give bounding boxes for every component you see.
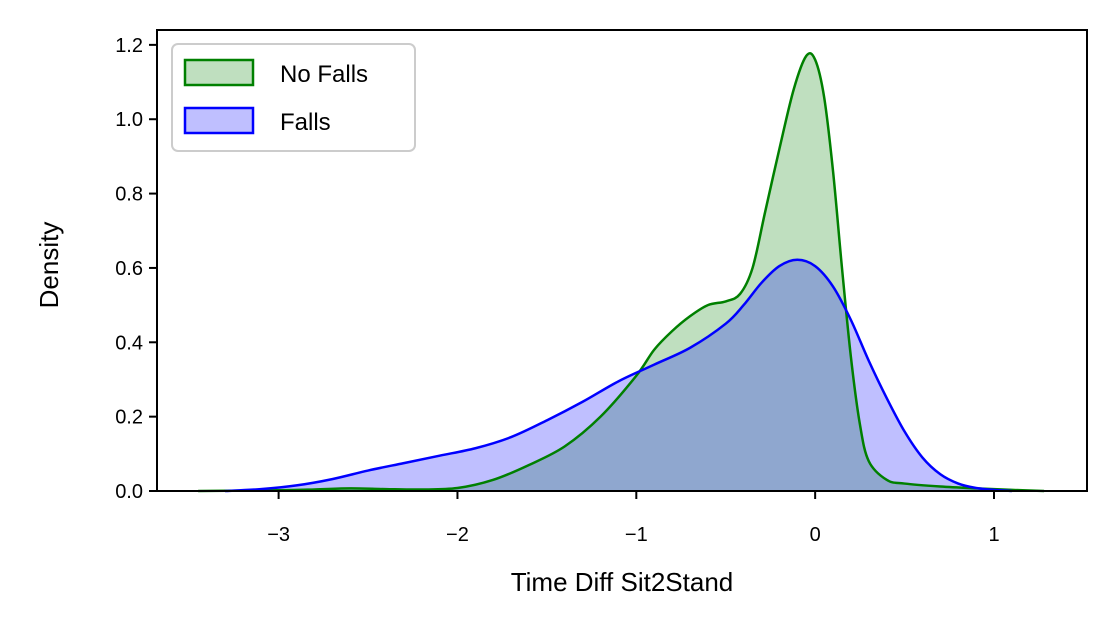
x-tick-label: 1 bbox=[988, 524, 999, 546]
plot-frame bbox=[156, 29, 1088, 492]
legend-swatch-no-falls bbox=[183, 58, 255, 87]
y-tick-label: 0.4 bbox=[115, 332, 143, 354]
x-tick-label: −3 bbox=[267, 524, 290, 546]
y-tick-label: 1.2 bbox=[115, 35, 143, 57]
y-tick-label: 1.0 bbox=[115, 109, 143, 131]
series-line-no-falls bbox=[198, 52, 1045, 493]
x-axis-label: Time Diff Sit2Stand bbox=[511, 567, 734, 597]
series-line-falls bbox=[224, 258, 1012, 493]
legend-swatch-falls bbox=[183, 106, 255, 135]
series-layer bbox=[198, 52, 1045, 493]
plot-area bbox=[198, 52, 1045, 493]
y-tick-label: 0.2 bbox=[115, 407, 143, 429]
series-area-falls bbox=[224, 259, 1012, 491]
legend-swatch-bg bbox=[185, 60, 253, 85]
y-tick-label: 0.8 bbox=[115, 184, 143, 206]
series-area-no-falls bbox=[198, 53, 1045, 492]
x-tick-label: −1 bbox=[625, 524, 648, 546]
legend-label-falls: Falls bbox=[280, 109, 331, 136]
x-tick-label: 0 bbox=[810, 524, 821, 546]
legend-swatch-bg bbox=[185, 108, 253, 133]
y-tick-label: 0.0 bbox=[115, 481, 143, 503]
legend-label-no-falls: No Falls bbox=[280, 61, 368, 88]
x-tick-label: −2 bbox=[446, 524, 469, 546]
legend: No Falls Falls bbox=[171, 43, 416, 152]
y-axis: 0.0 0.2 0.4 0.6 0.8 1.0 1.2 bbox=[115, 35, 157, 503]
x-axis: −3 −2 −1 0 1 bbox=[267, 491, 1000, 546]
y-tick-label: 0.6 bbox=[115, 258, 143, 280]
y-axis-label: Density bbox=[34, 222, 64, 309]
